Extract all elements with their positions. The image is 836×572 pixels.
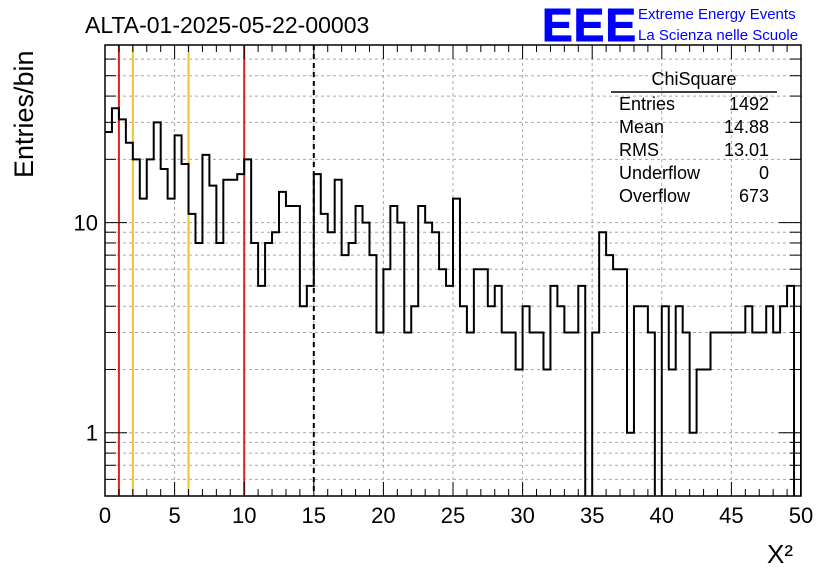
- stats-value: 1492: [729, 94, 769, 114]
- stats-box: ChiSquare Entries 1492 Mean 14.88 RMS 13.01 Und…: [611, 69, 777, 206]
- stats-title: ChiSquare: [651, 69, 736, 89]
- y-tick-label: 10: [74, 211, 98, 236]
- histogram: [105, 107, 801, 496]
- x-tick-label: 40: [650, 503, 674, 528]
- histogram-outline: [105, 107, 801, 496]
- stats-value: 0: [759, 163, 769, 183]
- logo-eee: EEE: [542, 0, 637, 51]
- plot-frame: [104, 44, 802, 497]
- x-tick-label: 10: [232, 503, 256, 528]
- y-tick-label: 1: [86, 421, 98, 446]
- stats-label: RMS: [619, 140, 659, 160]
- x-tick-label: 50: [789, 503, 813, 528]
- y-axis-label: Entries/bin: [9, 50, 39, 178]
- stats-label: Underflow: [619, 163, 701, 183]
- x-tick-label: 15: [302, 503, 326, 528]
- x-tick-label: 25: [441, 503, 465, 528]
- stats-label: Overflow: [619, 186, 691, 206]
- x-tick-label: 35: [580, 503, 604, 528]
- x-tick-label: 30: [510, 503, 534, 528]
- tick-labels: 0 5 10 15 20 25 30 35 40 45 50 1 10: [74, 211, 814, 528]
- reference-lines: [117, 45, 315, 496]
- x-tick-label: 45: [719, 503, 743, 528]
- x-tick-label: 20: [371, 503, 395, 528]
- chart-title: ALTA-01-2025-05-22-00003: [85, 12, 369, 38]
- logo-line1: Extreme Energy Events: [638, 6, 796, 23]
- x-axis-label: X²: [767, 539, 793, 569]
- stats-value: 14.88: [724, 117, 769, 137]
- stats-value: 13.01: [724, 140, 769, 160]
- logo-line2: La Scienza nelle Scuole: [638, 27, 798, 44]
- x-tick-label: 0: [99, 503, 111, 528]
- stats-label: Entries: [619, 94, 675, 114]
- stats-value: 673: [739, 186, 769, 206]
- x-tick-label: 5: [168, 503, 180, 528]
- stats-label: Mean: [619, 117, 664, 137]
